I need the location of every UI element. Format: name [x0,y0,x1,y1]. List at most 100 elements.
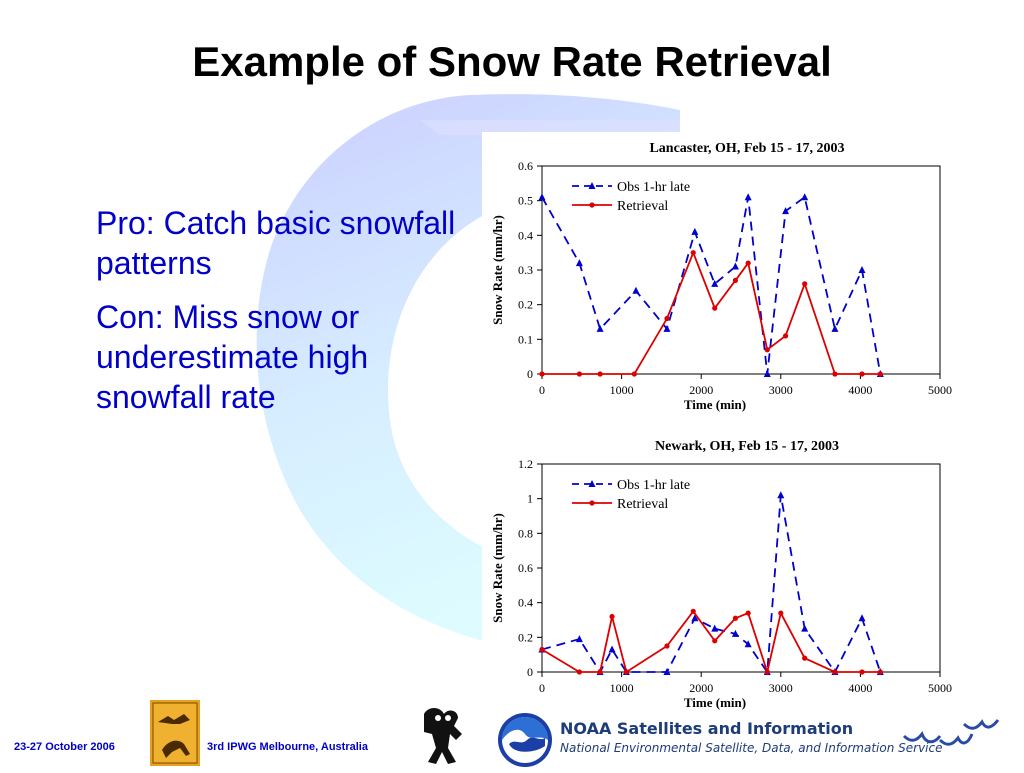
bullet-con: Con: Miss snow or underestimate high sno… [96,299,369,415]
obs-point [858,614,866,622]
x-axis-label: Time (min) [684,397,746,412]
obs-point [777,491,785,499]
flying-birds-icon [902,719,1000,746]
chart-title: Lancaster, OH, Feb 15 - 17, 2003 [649,141,844,156]
y-tick-label: 0.3 [518,263,533,277]
obs-point [858,266,866,273]
y-axis-label: Snow Rate (mm/hr) [490,513,505,623]
retrieval-point [576,669,583,675]
obs-point [538,193,546,201]
retrieval-point [732,615,739,621]
obs-point [596,324,604,332]
legend-label: Retrieval [617,497,668,512]
x-tick-label: 0 [539,681,545,695]
obs-point [711,624,719,632]
retrieval-point [539,646,545,653]
retrieval-point [576,371,583,377]
noaa-logo [497,712,553,768]
legend-label: Obs 1-hr late [617,180,690,195]
obs-point [744,193,752,201]
chart-newark: Newark, OH, Feb 15 - 17, 2003 0 0.2 0.4 0.6 0… [482,430,972,722]
obs-point [575,635,583,643]
obs-point [608,645,616,653]
y-tick-label: 0.4 [518,596,533,610]
retrieval-point [832,371,838,377]
obs-point [632,286,640,294]
y-tick-label: 0.4 [518,228,533,242]
plot-frame [541,165,941,375]
retrieval-point [623,669,629,675]
x-tick-label: 4000 [848,681,872,695]
legend-marker [589,202,595,208]
retrieval-point [712,638,718,644]
retrieval-point [539,371,545,377]
noaa-banner-title: NOAA Satellites and Information [560,719,854,738]
x-tick-label: 2000 [689,681,713,695]
slide-title: Example of Snow Rate Retrieval [192,38,832,85]
retrieval-point [802,655,808,661]
obs-point [782,207,790,215]
y-tick-label: 0.8 [518,526,533,540]
retrieval-point [832,669,838,675]
x-tick-label: 5000 [928,383,952,397]
chart-title: Newark, OH, Feb 15 - 17, 2003 [655,439,839,454]
retrieval-series-line [541,609,881,676]
x-tick-label: 1000 [610,383,634,397]
chart-lancaster: Lancaster, OH, Feb 15 - 17, 2003 0 0.1 0.2 0… [482,132,972,424]
obs-point [763,370,771,377]
obs-point [711,279,719,287]
obs-point [691,227,699,235]
legend-marker [588,480,596,487]
retrieval-point [664,643,670,649]
noaa-banner-subtitle: National Environmental Satellite, Data, … [560,741,943,755]
obs-point [575,259,583,267]
retrieval-point [745,610,751,616]
retrieval-point [859,669,865,675]
x-tick-label: 1000 [610,681,634,695]
y-tick-label: 0.1 [518,332,533,346]
y-tick-label: 0.6 [518,561,533,575]
retrieval-point [782,333,789,339]
x-tick-label: 3000 [769,383,793,397]
y-tick-label: 0.6 [518,159,533,173]
x-axis-label: Time (min) [684,695,746,710]
retrieval-point [690,608,696,614]
retrieval-point [778,610,784,616]
footer-date: 23-27 October 2006 [14,741,115,753]
chart-newark-svg: Newark, OH, Feb 15 - 17, 2003 0 0.2 0.4 0.6 0… [490,439,952,710]
y-tick-label: 1.2 [518,457,533,471]
retrieval-point [609,613,615,620]
y-tick-label: 0 [527,665,533,679]
x-tick-label: 3000 [769,681,793,695]
bullet-pro: Pro: Catch basic snowfall patterns [96,205,456,281]
retrieval-point [732,277,739,283]
retrieval-point [764,347,770,353]
y-axis-label: Snow Rate (mm/hr) [490,215,505,325]
x-tick-label: 0 [539,383,545,397]
y-tick-label: 1 [527,492,533,506]
chart-lancaster-svg: Lancaster, OH, Feb 15 - 17, 2003 0 0.1 0.2 0… [490,141,952,412]
retrieval-point [664,315,670,322]
retrieval-point [631,371,637,377]
obs-point [731,629,739,637]
x-tick-label: 2000 [689,383,713,397]
legend-marker [589,500,595,506]
bullet-list: Pro: Catch basic snowfall patterns Con: … [96,203,476,431]
retrieval-point [877,371,883,377]
retrieval-series-line [542,250,881,375]
birds-logo [900,714,1010,754]
obs-point [731,262,739,270]
footer-event: 3rd IPWG Melbourne, Australia [207,741,368,753]
retrieval-point [745,260,751,266]
figure-logo-icon [424,708,462,764]
swirl-shape [256,94,680,651]
x-tick-label: 5000 [928,681,952,695]
retrieval-point [597,669,603,675]
obs-point [801,624,809,632]
retrieval-point [877,669,883,675]
retrieval-point [690,250,696,256]
obs-point [691,614,699,622]
noaa-banner: NOAA Satellites and Information National… [560,719,943,765]
retrieval-point [597,371,603,377]
